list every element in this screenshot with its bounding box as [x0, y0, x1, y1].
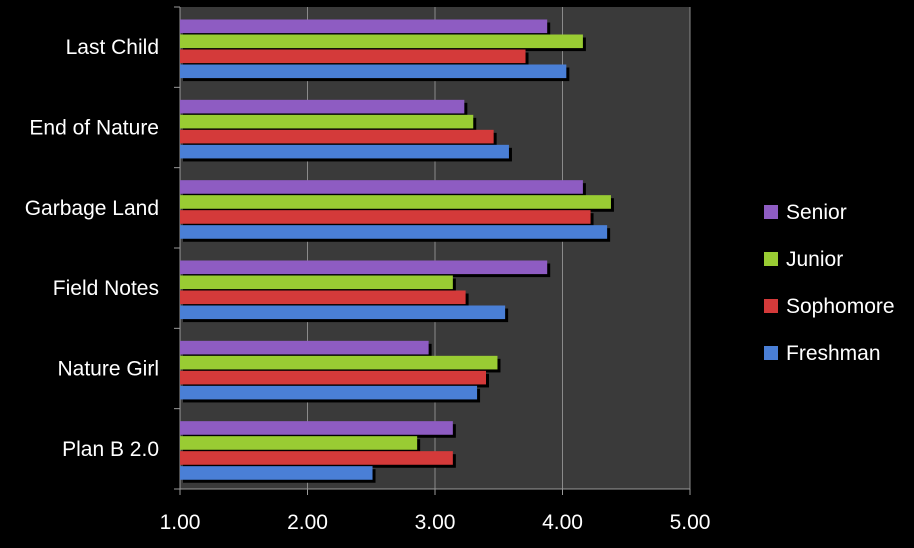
- legend-swatch-junior: [764, 252, 778, 266]
- x-tick-label: 1.00: [160, 511, 201, 534]
- bar-senior: [180, 340, 429, 355]
- bar-sophomore: [180, 370, 486, 385]
- legend-label-senior: Senior: [786, 201, 847, 224]
- bar-junior: [180, 114, 474, 129]
- bar-sophomore: [180, 49, 526, 64]
- bar-sophomore: [180, 129, 494, 144]
- legend-label-sophomore: Sophomore: [786, 295, 895, 318]
- legend-swatch-sophomore: [764, 299, 778, 313]
- bar-senior: [180, 99, 465, 114]
- bar-senior: [180, 19, 548, 34]
- category-label: Last Child: [66, 36, 159, 59]
- category-label: Garbage Land: [25, 197, 159, 220]
- bar-sophomore: [180, 290, 466, 305]
- x-tick-label: 4.00: [542, 511, 583, 534]
- bar-freshman: [180, 385, 478, 400]
- category-label: Plan B 2.0: [62, 438, 159, 461]
- x-tick-label: 3.00: [415, 511, 456, 534]
- category-label: Field Notes: [53, 277, 159, 300]
- bar-sophomore: [180, 210, 591, 224]
- bar-freshman: [180, 64, 567, 79]
- x-tick-label: 2.00: [287, 511, 328, 534]
- bar-freshman: [180, 466, 373, 480]
- category-label: End of Nature: [29, 117, 159, 140]
- bar-freshman: [180, 225, 608, 239]
- legend-label-freshman: Freshman: [786, 342, 881, 365]
- legend-label-junior: Junior: [786, 248, 843, 271]
- bar-freshman: [180, 305, 506, 320]
- bar-senior: [180, 421, 453, 435]
- legend-swatch-freshman: [764, 346, 778, 360]
- bar-sophomore: [180, 451, 453, 465]
- bar-senior: [180, 260, 548, 275]
- bar-junior: [180, 275, 453, 290]
- bar-freshman: [180, 144, 509, 159]
- x-tick-label: 5.00: [670, 511, 711, 534]
- category-label: Nature Girl: [57, 358, 159, 381]
- bar-junior: [180, 355, 498, 370]
- bar-junior: [180, 195, 611, 209]
- bar-senior: [180, 180, 583, 194]
- legend-swatch-senior: [764, 205, 778, 219]
- bar-junior: [180, 34, 583, 49]
- bar-junior: [180, 436, 418, 450]
